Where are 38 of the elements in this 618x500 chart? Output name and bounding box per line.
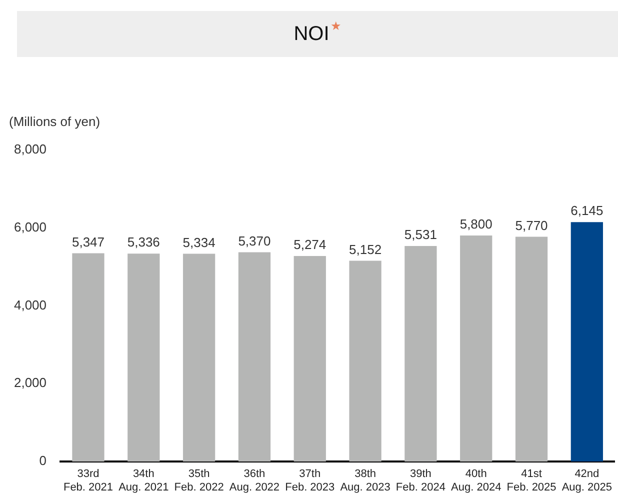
- data-label: 5,347: [72, 234, 105, 250]
- y-tick-label: 4,000: [14, 297, 47, 312]
- y-tick-label: 0: [39, 453, 47, 468]
- y-tick-label: 6,000: [14, 219, 47, 234]
- x-tick-label: 37th Feb. 2023: [285, 468, 335, 494]
- x-tick-label: 39th Feb. 2024: [396, 468, 446, 494]
- y-axis-title: (Millions of yen): [9, 114, 100, 129]
- data-label: 5,336: [127, 234, 160, 250]
- data-label: 6,145: [570, 203, 604, 218]
- data-label: 5,152: [349, 242, 382, 257]
- y-tick-label: 8,000: [14, 141, 47, 156]
- data-label: 5,800: [460, 216, 492, 232]
- data-label: 5,531: [404, 227, 437, 242]
- x-tick-label: 34th Aug. 2021: [118, 468, 169, 494]
- bar: [72, 253, 104, 462]
- bar: [515, 236, 548, 462]
- x-tick-label: 35th Feb. 2022: [174, 468, 224, 494]
- x-tick-label: 42nd Aug. 2025: [562, 468, 612, 494]
- text: ★: [330, 19, 342, 33]
- bar: [294, 256, 326, 462]
- x-tick-label: 41st Feb. 2025: [506, 468, 556, 494]
- data-label: 5,370: [238, 233, 271, 248]
- x-tick-label: 36th Aug. 2022: [229, 468, 280, 494]
- x-tick-label: 38th Aug. 2023: [340, 468, 390, 494]
- x-tick-label: 33rd Feb. 2021: [63, 468, 114, 494]
- bar: [349, 260, 382, 462]
- bar: [238, 252, 271, 462]
- bar: [460, 236, 492, 462]
- bar: [182, 254, 216, 462]
- data-label: 5,770: [515, 218, 548, 233]
- data-label: 5,274: [294, 237, 326, 252]
- bar: [404, 246, 437, 462]
- data-label: 5,334: [182, 234, 216, 250]
- bar: [570, 222, 603, 462]
- y-tick-label: 2,000: [14, 375, 47, 390]
- bar: [128, 254, 160, 462]
- chart-title: NOI: [294, 22, 330, 46]
- x-tick-label: 40th Aug. 2024: [451, 468, 502, 494]
